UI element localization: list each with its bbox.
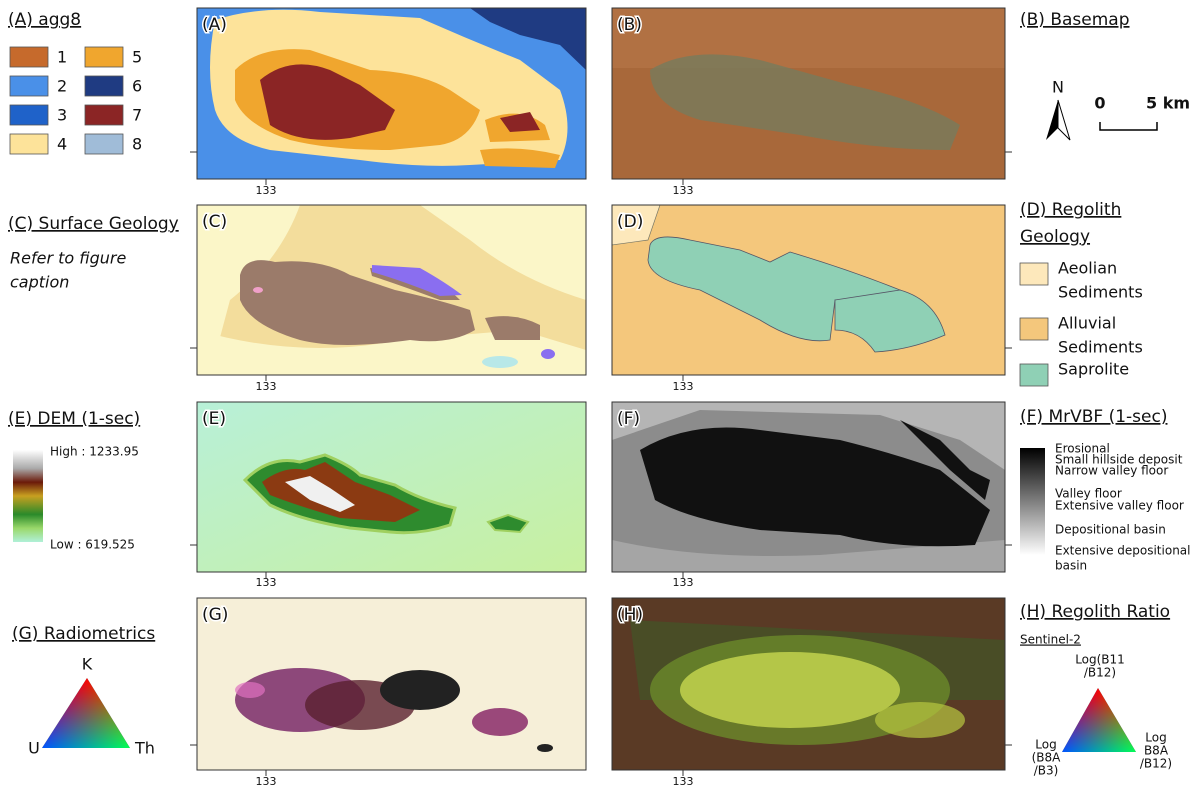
map-c (197, 205, 586, 375)
figure: (A) 133 (B) 133 (C) 133 (D) 133 (E) 133 (F) 133 (G) 1… (0, 0, 1192, 793)
note: caption (10, 273, 69, 292)
x-tick-label: 133 (673, 184, 694, 197)
legend-label: 4 (57, 135, 67, 154)
x-tick-label: 133 (256, 184, 277, 197)
map-e (197, 402, 586, 572)
x-tick-label: 133 (256, 576, 277, 589)
map-d (612, 205, 1005, 375)
legend-swatch (1020, 318, 1048, 340)
radiometrics-triangle (42, 678, 130, 748)
legend-title: (H) Regolith Ratio (1020, 602, 1170, 622)
scale-label: 5 km (1146, 94, 1190, 113)
x-tick-label: 133 (256, 775, 277, 788)
legend-swatch (1020, 263, 1048, 285)
legend-label: Saprolite (1058, 360, 1129, 379)
x-tick-label: 133 (256, 380, 277, 393)
legend-label: 1 (57, 48, 67, 67)
vertex-label: Th (134, 739, 155, 758)
map-a (197, 8, 586, 179)
vertex-label: /B12) (1084, 666, 1116, 680)
panel-label: (A) (202, 15, 227, 35)
legend-title: (G) Radiometrics (12, 624, 155, 644)
scale-label: 0 (1094, 94, 1105, 113)
legend-swatch (10, 47, 48, 67)
legend-swatch (10, 105, 48, 125)
legend-label: 8 (132, 135, 142, 154)
vertex-label: Log (1145, 731, 1166, 745)
panel-label: (C) (202, 212, 227, 232)
vertex-label: /B3) (1034, 764, 1059, 778)
map-g (197, 598, 586, 770)
scale-bar (1100, 122, 1157, 130)
legend-label: Aeolian (1058, 259, 1117, 278)
panel-label: (B) (617, 15, 642, 35)
legend-label: 6 (132, 77, 142, 96)
legend-title: (D) Regolith (1020, 200, 1121, 220)
note: Refer to figure (10, 249, 126, 268)
legend-label: 2 (57, 77, 67, 96)
legend-label: Alluvial (1058, 314, 1116, 333)
panel-label: (H) (617, 605, 643, 625)
x-tick-label: 133 (673, 576, 694, 589)
legend-title: (B) Basemap (1020, 10, 1130, 30)
legend-title: (E) DEM (1-sec) (8, 409, 140, 429)
legend-label: 5 (132, 48, 142, 67)
legend-swatch (1020, 364, 1048, 386)
panel-label: (F) (617, 409, 640, 429)
legend-label: Depositional basin (1055, 523, 1166, 537)
vertex-label: (B8A (1032, 751, 1062, 765)
vertex-label: /B12) (1140, 757, 1172, 771)
vertex-label: U (28, 739, 40, 758)
legend-label: 3 (57, 106, 67, 125)
legend-title: (F) MrVBF (1-sec) (1020, 407, 1167, 427)
legend-label: Sediments (1058, 338, 1143, 357)
legend-label: Sediments (1058, 283, 1143, 302)
legend-label: basin (1055, 559, 1087, 573)
legend-swatch (85, 76, 123, 96)
legend-swatch (10, 76, 48, 96)
legend-swatch (10, 134, 48, 154)
panel-label: (E) (202, 409, 226, 429)
map-f (612, 402, 1005, 572)
legend-title: (C) Surface Geology (8, 214, 179, 234)
vertex-label: B8A (1144, 744, 1169, 758)
legend-swatch (85, 105, 123, 125)
legend-label: Extensive depositional (1055, 544, 1190, 558)
north-arrow (1046, 100, 1070, 140)
legend-label: Low : 619.525 (50, 538, 135, 552)
panel-label: (G) (202, 605, 228, 625)
x-tick-label: 133 (673, 380, 694, 393)
vertex-label: K (82, 655, 93, 674)
map-b (612, 8, 1005, 179)
legend-label: Narrow valley floor (1055, 464, 1168, 478)
legend-swatch (85, 134, 123, 154)
vertex-label: Log (1035, 738, 1056, 752)
legend-label: Extensive valley floor (1055, 499, 1184, 513)
map-h (612, 598, 1005, 770)
legend-title: (A) agg8 (8, 10, 81, 30)
north-label: N (1052, 78, 1064, 97)
panel-label: (D) (617, 212, 643, 232)
x-tick-label: 133 (673, 775, 694, 788)
legend-swatch (85, 47, 123, 67)
legend-label: 7 (132, 106, 142, 125)
vertex-label: Log(B11 (1075, 653, 1125, 667)
legend-title: Geology (1020, 227, 1090, 247)
ratio-triangle (1062, 688, 1136, 752)
legend-subtitle: Sentinel-2 (1020, 633, 1081, 647)
legend-label: High : 1233.95 (50, 445, 139, 459)
